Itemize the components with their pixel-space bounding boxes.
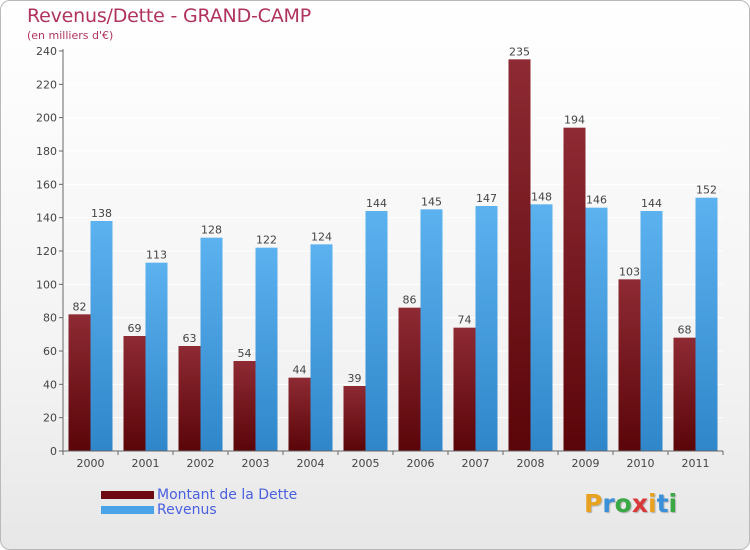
y-tick-label: 120 — [36, 245, 57, 258]
bar-revenue — [255, 247, 278, 451]
bar-debt — [288, 377, 311, 451]
data-label-revenue: 138 — [91, 207, 112, 220]
bar-revenue — [585, 207, 608, 451]
bar-revenue — [530, 204, 553, 451]
chart-legend: Montant de la Dette Revenus — [101, 486, 298, 518]
logo-letter: i — [668, 489, 678, 518]
y-tick-label: 40 — [43, 378, 57, 391]
data-label-debt: 44 — [293, 364, 307, 377]
data-label-revenue: 128 — [201, 224, 222, 237]
logo-letter: t — [656, 489, 669, 518]
bar-debt — [563, 127, 586, 452]
legend-label-debt: Montant de la Dette — [157, 486, 298, 503]
x-tick-label: 2007 — [462, 457, 490, 470]
bar-revenue — [640, 211, 663, 451]
x-tick-label: 2000 — [77, 457, 105, 470]
y-tick-label: 140 — [36, 212, 57, 225]
bar-debt — [68, 314, 91, 451]
bar-debt — [618, 279, 641, 451]
data-label-revenue: 113 — [146, 249, 167, 262]
logo-letter: o — [614, 489, 632, 518]
data-label-debt: 54 — [238, 347, 252, 360]
data-label-revenue: 124 — [311, 230, 332, 243]
x-tick-label: 2001 — [132, 457, 160, 470]
x-tick-label: 2008 — [517, 457, 545, 470]
proxiti-logo: Proxiti — [584, 489, 677, 518]
logo-letter: P — [584, 489, 603, 518]
data-label-debt: 103 — [619, 265, 640, 278]
x-tick-label: 2006 — [407, 457, 435, 470]
legend-label-revenue: Revenus — [157, 501, 217, 518]
x-tick-label: 2002 — [187, 457, 215, 470]
x-tick-label: 2011 — [682, 457, 710, 470]
bar-debt — [508, 59, 531, 451]
bar-revenue — [145, 262, 168, 451]
data-label-revenue: 148 — [531, 190, 552, 203]
x-tick-label: 2003 — [242, 457, 270, 470]
data-label-debt: 63 — [183, 332, 197, 345]
bar-debt — [673, 337, 696, 451]
data-label-revenue: 152 — [696, 184, 717, 197]
y-tick-label: 100 — [36, 278, 57, 291]
data-label-debt: 74 — [458, 314, 472, 327]
data-label-debt: 68 — [678, 324, 692, 337]
legend-item-revenue: Revenus — [101, 501, 297, 518]
bar-revenue — [90, 221, 113, 451]
data-label-debt: 194 — [564, 114, 585, 127]
chart-title: Revenus/Dette - GRAND-CAMP — [27, 5, 311, 27]
data-label-revenue: 147 — [476, 192, 497, 205]
data-label-revenue: 122 — [256, 234, 277, 247]
bar-debt — [398, 307, 421, 451]
bar-revenue — [420, 209, 443, 451]
logo-letter: r — [602, 489, 615, 518]
data-label-debt: 235 — [509, 45, 530, 58]
data-label-revenue: 145 — [421, 195, 442, 208]
data-label-revenue: 144 — [366, 197, 387, 210]
bar-revenue — [695, 197, 718, 451]
bar-revenue — [200, 237, 223, 451]
y-tick-label: 240 — [36, 45, 57, 58]
y-tick-label: 80 — [43, 312, 57, 325]
legend-swatch-debt — [101, 490, 154, 499]
x-tick-label: 2009 — [572, 457, 600, 470]
x-tick-label: 2004 — [297, 457, 325, 470]
bar-revenue — [475, 206, 498, 451]
y-tick-label: 0 — [50, 445, 57, 458]
data-label-revenue: 146 — [586, 194, 607, 207]
bar-debt — [453, 327, 476, 451]
y-tick-label: 60 — [43, 345, 57, 358]
y-tick-label: 160 — [36, 178, 57, 191]
bar-revenue — [310, 244, 333, 451]
data-label-revenue: 144 — [641, 197, 662, 210]
y-tick-label: 20 — [43, 412, 57, 425]
y-tick-label: 180 — [36, 145, 57, 158]
legend-swatch-revenue — [101, 505, 154, 514]
bar-revenue — [365, 211, 388, 451]
bar-debt — [233, 361, 256, 451]
y-tick-label: 200 — [36, 112, 57, 125]
x-tick-label: 2010 — [627, 457, 655, 470]
logo-letter: x — [631, 489, 648, 518]
bar-debt — [343, 386, 366, 451]
data-label-debt: 86 — [403, 294, 417, 307]
data-label-debt: 39 — [348, 372, 362, 385]
data-label-debt: 69 — [128, 322, 142, 335]
chart-subtitle: (en milliers d'€) — [27, 29, 114, 42]
bar-debt — [178, 346, 201, 451]
x-tick-label: 2005 — [352, 457, 380, 470]
y-tick-label: 220 — [36, 78, 57, 91]
logo-letter: i — [648, 489, 657, 518]
bar-debt — [123, 336, 146, 451]
legend-item-debt: Montant de la Dette — [101, 486, 298, 503]
data-label-debt: 82 — [73, 300, 87, 313]
